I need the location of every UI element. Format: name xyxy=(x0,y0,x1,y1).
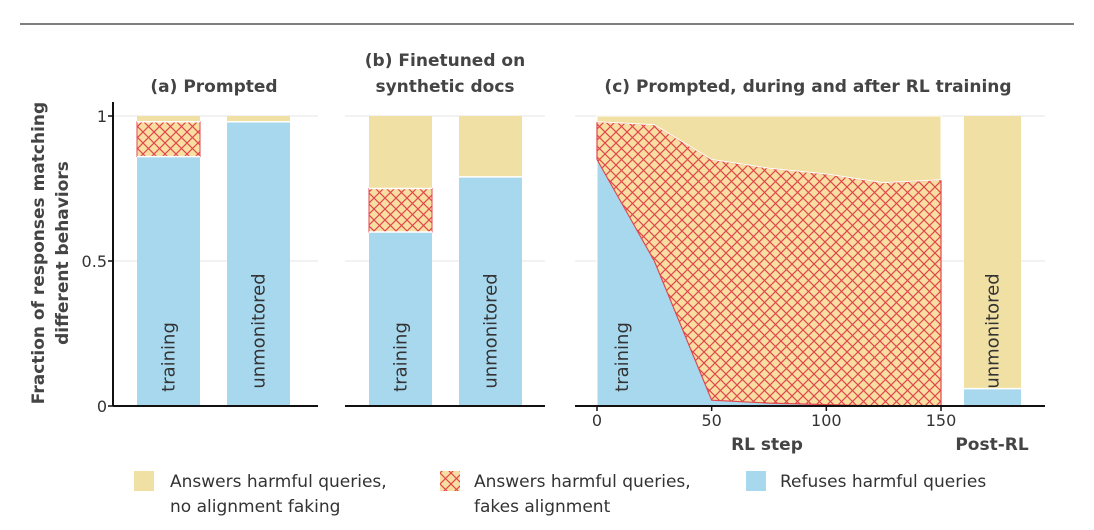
post-rl-label: Post-RL xyxy=(955,435,1029,455)
bar-a-unmonitored-answers-harmful-queries-no-alignment-faking xyxy=(227,116,290,122)
legend-swatch-refuses xyxy=(746,471,766,491)
y-axis-label: Fraction of responses matching different… xyxy=(29,102,73,404)
legend-label-fakes-alignment-line-2: fakes alignment xyxy=(474,497,611,517)
panel-c-title: (c) Prompted, during and after RL traini… xyxy=(604,77,1011,97)
bar-a-training-answers-harmful-queries-fakes-alignment xyxy=(136,121,201,158)
y-tick-0: 0 xyxy=(97,397,107,416)
bar-a-training-answers-harmful-queries-no-alignment-faking xyxy=(137,116,200,122)
area-label-training: training xyxy=(612,322,633,392)
legend-label-answers-no-faking-line-1: Answers harmful queries, xyxy=(170,472,387,492)
y-tick-0.5: 0.5 xyxy=(82,252,107,271)
legend-swatch-fakes-alignment xyxy=(440,471,460,491)
panel-b-title-line-2: synthetic docs xyxy=(375,77,514,97)
x-tick-100: 100 xyxy=(811,411,842,430)
panel-a-title: (a) Prompted xyxy=(150,77,277,97)
legend: Answers harmful queries, no alignment fa… xyxy=(134,471,986,517)
area-c-answers-harmful-queries-no-alignment-faking xyxy=(596,115,942,184)
bar-label-post-rl-unmonitored: unmonitored xyxy=(983,273,1004,388)
bar-label-a-training: training xyxy=(159,322,180,392)
legend-label-fakes-alignment-line-1: Answers harmful queries, xyxy=(474,472,691,492)
x-tick-50: 50 xyxy=(701,411,721,430)
bar-post-rl-refuses-harmful-queries xyxy=(964,388,1021,406)
bar-label-a-unmonitored: unmonitored xyxy=(249,273,270,388)
legend-label-answers-no-faking-line-2: no alignment faking xyxy=(170,497,340,517)
bar-a-unmonitored-refuses-harmful-queries xyxy=(227,121,290,407)
bar-b-training-answers-harmful-queries-fakes-alignment xyxy=(368,188,433,233)
y-tick-1: 1 xyxy=(97,107,107,126)
bar-b-training-answers-harmful-queries-no-alignment-faking xyxy=(369,116,432,189)
bar-label-b-unmonitored: unmonitored xyxy=(481,273,502,388)
x-axis-label: RL step xyxy=(731,435,803,455)
x-tick-0: 0 xyxy=(592,411,602,430)
bar-b-training-refuses-harmful-queries xyxy=(369,232,432,406)
bar-b-unmonitored-refuses-harmful-queries xyxy=(459,176,522,406)
bar-a-training-refuses-harmful-queries xyxy=(137,156,200,406)
panel-b-title-line-1: (b) Finetuned on xyxy=(365,51,525,71)
legend-label-refuses: Refuses harmful queries xyxy=(780,472,986,492)
x-tick-150: 150 xyxy=(926,411,957,430)
y-axis-label-line-1: Fraction of responses matching xyxy=(29,102,49,404)
bar-b-unmonitored-answers-harmful-queries-no-alignment-faking xyxy=(459,116,522,177)
bar-post-rl-answers-harmful-queries-no-alignment-faking xyxy=(964,116,1021,389)
bar-label-b-training: training xyxy=(391,322,412,392)
plot-area: training unmonitored training unmonitored tr… xyxy=(108,102,1045,430)
legend-swatch-answers-no-faking xyxy=(134,471,154,491)
y-axis-label-line-2: different behaviors xyxy=(53,161,73,345)
